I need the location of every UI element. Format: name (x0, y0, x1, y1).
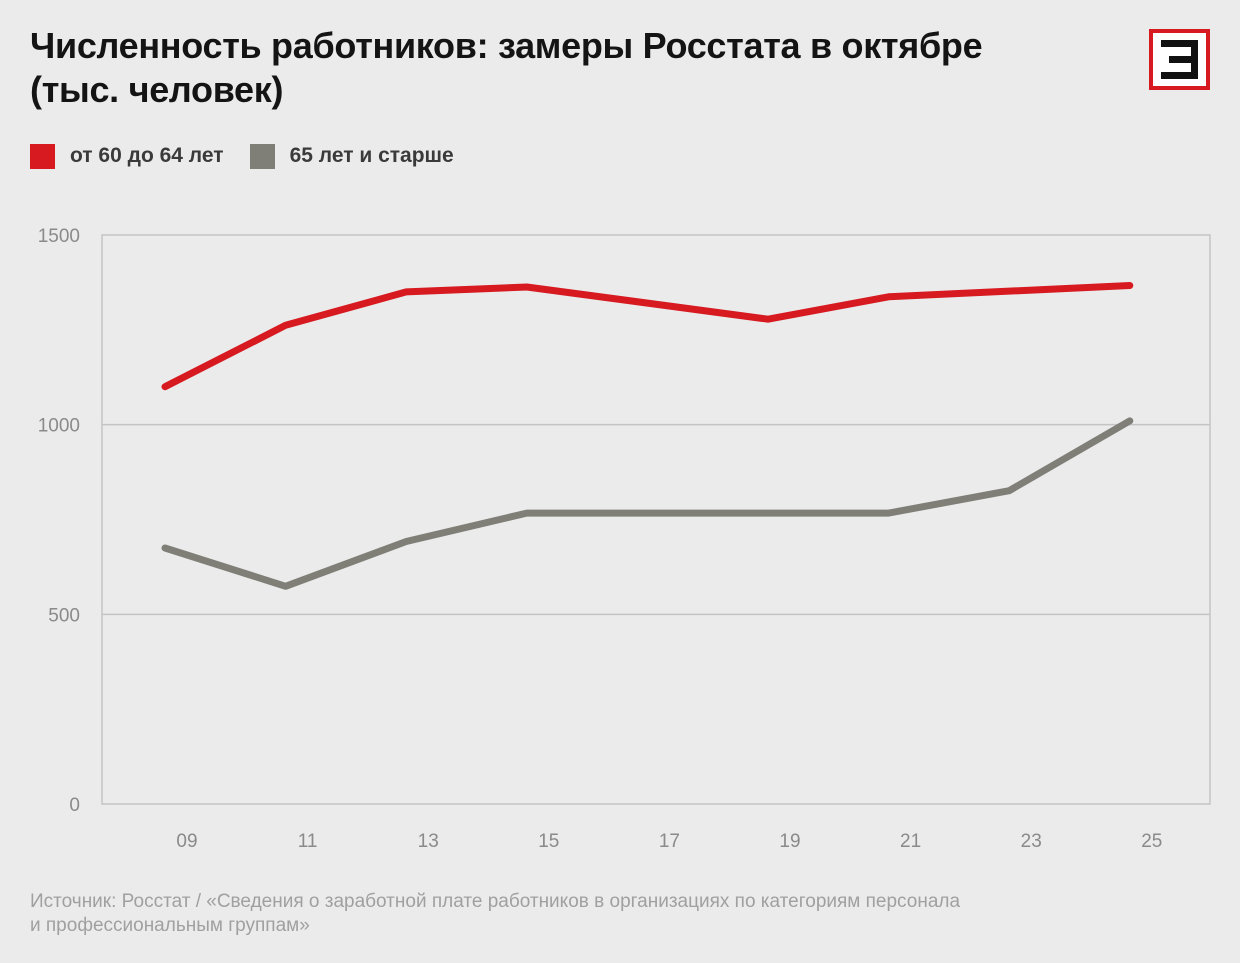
legend-swatch-60-64 (30, 143, 55, 169)
y-tick-label-500: 500 (48, 605, 80, 626)
y-tick-label-1000: 1000 (38, 416, 80, 437)
chart-legend: от 60 до 64 лет 65 лет и старше (30, 142, 480, 170)
line-chart: 0 500 1000 1500 09 11 13 15 17 19 21 23 25 (38, 226, 1211, 852)
x-tick-label-21: 21 (900, 831, 921, 852)
legend-label-60-64: от 60 до 64 лет (70, 144, 224, 167)
x-tick-label-25: 25 (1141, 831, 1162, 852)
legend-swatch-65-plus (249, 143, 275, 169)
e-letter-logo-icon (1149, 29, 1210, 90)
legend-item-60-64: от 60 до 64 лет (30, 143, 224, 169)
series-line-1 (161, 417, 1134, 590)
chart-series (161, 282, 1134, 590)
legend-label-65-plus: 65 лет и старше (289, 144, 454, 167)
y-tick-label-0: 0 (69, 795, 80, 816)
x-tick-label-19: 19 (779, 831, 800, 852)
chart-grid (101, 234, 1211, 805)
chart-axes: 0 500 1000 1500 09 11 13 15 17 19 21 23 25 (38, 226, 1163, 852)
x-tick-label-15: 15 (538, 831, 559, 852)
source-note-line-2: и профессиональным группам» (30, 915, 310, 936)
x-tick-label-11: 11 (298, 831, 318, 852)
x-tick-label-09: 09 (176, 831, 197, 852)
chart-title-line-1: Численность работников: замеры Росстата … (30, 25, 983, 66)
x-tick-label-23: 23 (1021, 831, 1042, 852)
legend-item-65-plus: 65 лет и старше (249, 143, 454, 169)
plot-area-frame (101, 234, 1211, 805)
chart-title: Численность работников: замеры Росстата … (30, 24, 1110, 112)
source-note-line-1: Источник: Росстат / «Сведения о заработн… (30, 891, 961, 912)
x-tick-label-13: 13 (418, 831, 439, 852)
series-line-0 (161, 282, 1134, 391)
chart-title-line-2: (тыс. человек) (30, 69, 284, 110)
source-note: Источник: Росстат / «Сведения о заработн… (30, 890, 1180, 938)
x-tick-label-17: 17 (659, 831, 680, 852)
y-tick-label-1500: 1500 (38, 226, 80, 247)
